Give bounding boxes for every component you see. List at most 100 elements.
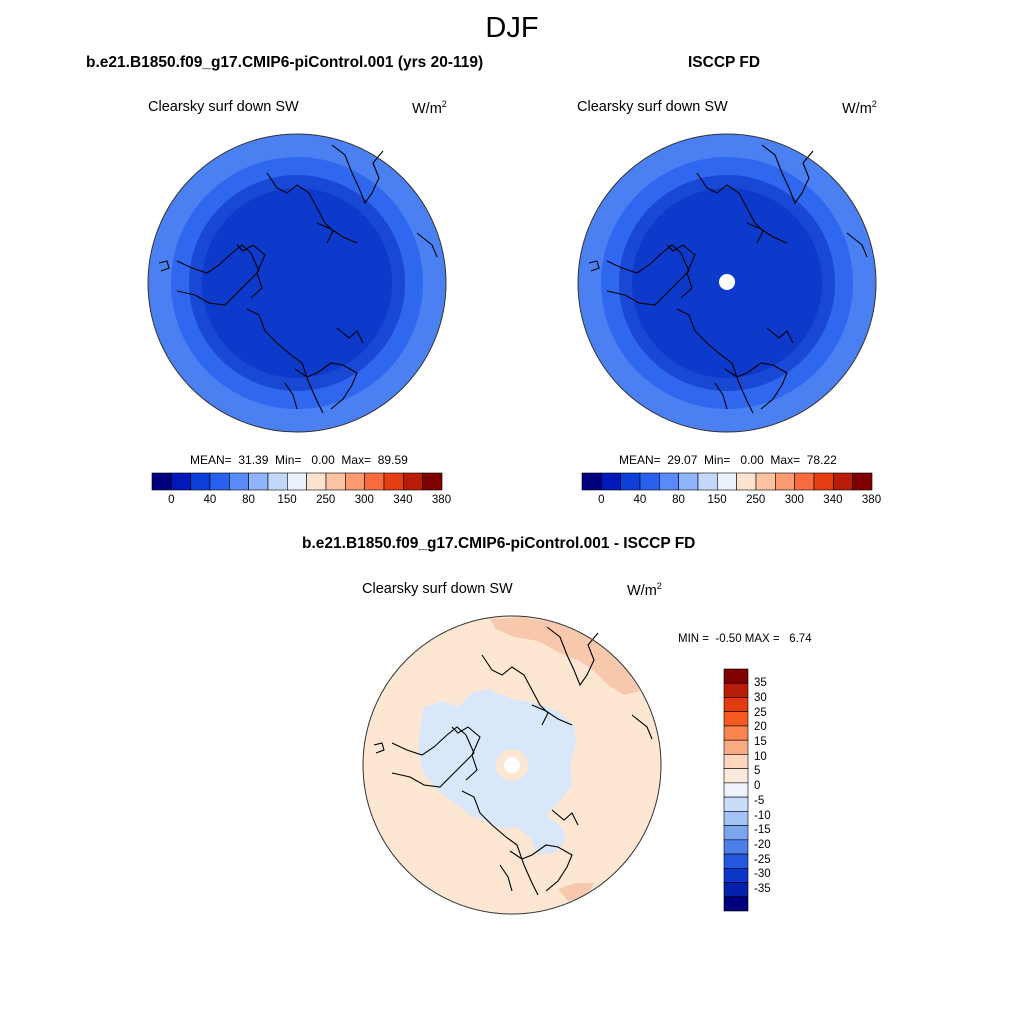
panel-2-colorbar-label: 300 <box>784 494 804 506</box>
colorbar-swatch <box>723 853 749 869</box>
panel-1-colorbar-label: 340 <box>393 494 413 506</box>
panel-1-title: b.e21.B1850.f09_g17.CMIP6-piControl.001 … <box>86 54 484 71</box>
panel-3-colorbar-labels: 35 30 25 20 15 10 5 0 -5 -10 -15 -20 -25… <box>754 669 794 911</box>
panel-2-colorbar-label: 250 <box>746 494 766 506</box>
panel-1-colorbar-label: 300 <box>354 494 374 506</box>
colorbar-swatch <box>723 796 749 812</box>
colorbar-swatch <box>267 472 288 491</box>
panel-3-colorbar-label: 15 <box>754 736 767 748</box>
colorbar-swatch <box>723 754 749 769</box>
panel-1-units: W/m2 <box>412 99 447 117</box>
panel-3-units: W/m2 <box>627 581 662 599</box>
colorbar-swatch <box>833 472 853 491</box>
panel-2-colorbar-label: 380 <box>861 494 882 506</box>
colorbar-swatch <box>364 472 385 491</box>
panel-3-colorbar-label: 30 <box>754 691 767 704</box>
colorbar-swatch <box>723 739 749 755</box>
panel-3-colorbar-label: 35 <box>754 677 767 690</box>
panel-3-negative-region <box>418 689 576 855</box>
panel-3-colorbar-label: -5 <box>754 794 765 807</box>
colorbar-swatch <box>723 725 749 741</box>
colorbar-swatch <box>383 472 404 491</box>
panel-3-colorbar-label: -35 <box>754 883 771 895</box>
panel-3-colorbar <box>723 668 749 912</box>
panel-2-units: W/m2 <box>842 99 877 117</box>
colorbar-swatch <box>794 472 815 491</box>
panel-1-colorbar-label: 80 <box>242 494 255 506</box>
panel-3-colorbar-label: -20 <box>754 838 771 851</box>
panel-2-colorbar-label: 0 <box>598 494 605 506</box>
colorbar-swatch <box>601 472 621 491</box>
colorbar-swatch <box>723 782 749 798</box>
colorbar-swatch <box>852 472 873 491</box>
panel-3-colorbar-label: -30 <box>754 868 771 881</box>
panel-2-variable-label: Clearsky surf down SW <box>577 99 728 115</box>
panel-3-coastlines <box>373 626 653 896</box>
panel-2-polar-map <box>577 133 877 433</box>
colorbar-swatch <box>229 472 249 491</box>
colorbar-swatch <box>620 472 641 491</box>
colorbar-swatch <box>723 811 749 826</box>
panel-1-variable-label: Clearsky surf down SW <box>148 99 299 115</box>
panel-2-missing-pole <box>719 274 735 290</box>
colorbar-swatch <box>403 472 423 491</box>
colorbar-swatch <box>422 472 443 491</box>
colorbar-swatch <box>678 472 699 491</box>
colorbar-swatch <box>723 882 749 898</box>
panel-3-stats: MIN = -0.50 MAX = 6.74 <box>678 633 812 645</box>
colorbar-swatch <box>151 472 172 491</box>
panel-2-colorbar-label: 80 <box>672 494 685 506</box>
panel-1-core <box>202 188 392 378</box>
colorbar-swatch <box>775 472 795 491</box>
panel-2-stats: MEAN= 29.07 Min= 0.00 Max= 78.22 <box>619 453 837 467</box>
panel-3-colorbar-label: -15 <box>754 824 771 837</box>
panel-3-variable-label: Clearsky surf down SW <box>362 581 513 597</box>
colorbar-swatch <box>171 472 191 491</box>
panel-1-colorbar-label: 150 <box>277 494 297 506</box>
colorbar-swatch <box>717 472 737 491</box>
panel-2-colorbar <box>581 472 873 491</box>
figure-title: DJF <box>485 12 539 44</box>
colorbar-swatch <box>306 472 327 491</box>
panel-1-colorbar-label: 0 <box>168 494 175 506</box>
panel-3-colorbar-label: 25 <box>754 706 767 719</box>
panel-2-coastlines <box>588 144 868 414</box>
panel-1-coastlines <box>158 144 438 414</box>
panel-3-colorbar-label: -10 <box>754 809 771 822</box>
panel-2-colorbar-label: 150 <box>707 494 727 506</box>
colorbar-swatch <box>190 472 211 491</box>
panel-3-colorbar-label: 5 <box>754 765 761 778</box>
panel-3-title: b.e21.B1850.f09_g17.CMIP6-piControl.001 … <box>302 535 696 552</box>
panel-3-colorbar-label: 0 <box>754 780 761 793</box>
panel-1-colorbar <box>151 472 443 491</box>
panel-1-colorbar-labels: 0 40 80 150 250 300 340 380 <box>152 494 451 510</box>
colorbar-swatch <box>723 697 749 713</box>
panel-2-colorbar-labels: 0 40 80 150 250 300 340 380 <box>582 494 881 510</box>
colorbar-swatch <box>325 472 346 491</box>
colorbar-swatch <box>723 711 749 727</box>
panel-3-polar-map <box>362 615 662 915</box>
panel-1-polar-map <box>147 133 447 433</box>
panel-1-colorbar-label: 40 <box>203 494 217 506</box>
panel-1-stats: MEAN= 31.39 Min= 0.00 Max= 89.59 <box>190 453 408 467</box>
colorbar-swatch <box>723 768 749 784</box>
panel-1-colorbar-label: 380 <box>431 494 452 506</box>
colorbar-swatch <box>755 472 776 491</box>
panel-2-colorbar-label: 40 <box>633 494 647 506</box>
colorbar-swatch <box>723 867 749 883</box>
panel-3-missing-pole <box>504 757 520 773</box>
colorbar-swatch <box>723 839 749 855</box>
panel-3-positive-region <box>490 617 640 695</box>
panel-2-colorbar-label: 340 <box>823 494 843 506</box>
panel-3-colorbar-label: 20 <box>754 721 767 734</box>
colorbar-swatch <box>581 472 602 491</box>
panel-1-colorbar-label: 250 <box>316 494 336 506</box>
colorbar-swatch <box>736 472 757 491</box>
colorbar-swatch <box>723 682 749 698</box>
colorbar-swatch <box>345 472 365 491</box>
colorbar-swatch <box>723 668 749 684</box>
panel-3-colorbar-label: -25 <box>754 853 771 866</box>
colorbar-swatch <box>639 472 660 491</box>
colorbar-swatch <box>659 472 679 491</box>
panel-2-title: ISCCP FD <box>688 54 761 71</box>
